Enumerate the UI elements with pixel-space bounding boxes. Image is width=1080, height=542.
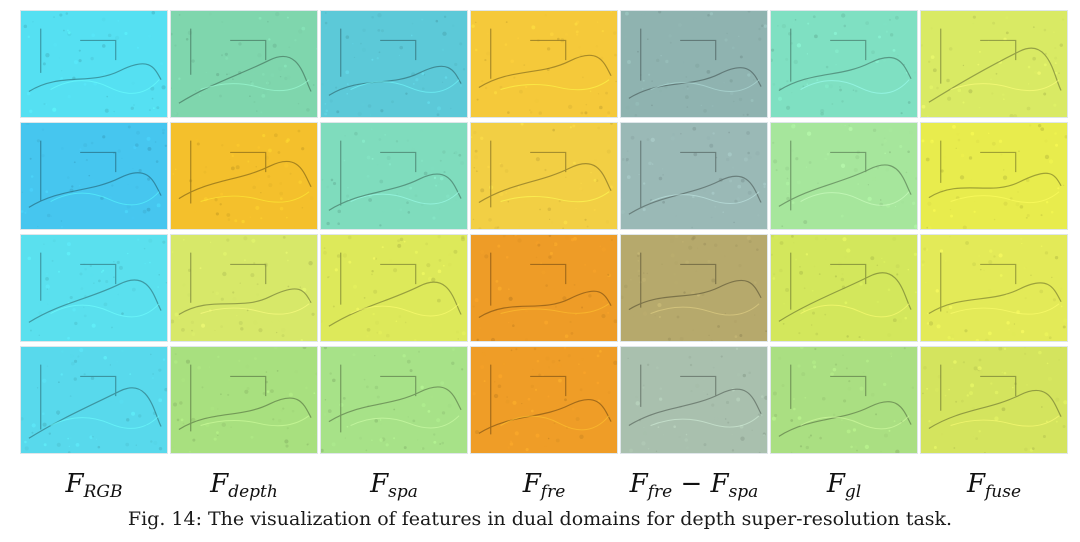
figure-caption: Fig. 14: The visualization of features i…: [127, 508, 953, 530]
feature-map-r1-c5: [620, 10, 768, 118]
column-label-3: Fspa: [370, 469, 418, 502]
feature-map-r1-c1: [20, 10, 168, 118]
feature-map-r3-c2: [170, 234, 318, 342]
feature-map-r1-c4: [470, 10, 618, 118]
feature-map-r2-c4: [470, 122, 618, 230]
feature-map-grid: [20, 10, 1070, 462]
feature-map-r1-c3: [320, 10, 468, 118]
feature-map-r1-c6: [770, 10, 918, 118]
feature-map-r1-c7: [920, 10, 1068, 118]
feature-map-r4-c1: [20, 346, 168, 454]
feature-map-r2-c7: [920, 122, 1068, 230]
feature-map-r4-c6: [770, 346, 918, 454]
feature-map-r4-c4: [470, 346, 618, 454]
feature-map-r1-c2: [170, 10, 318, 118]
column-label-4: Ffre: [522, 469, 566, 502]
column-label-1: FRGB: [65, 469, 123, 502]
feature-map-r3-c4: [470, 234, 618, 342]
feature-map-r4-c7: [920, 346, 1068, 454]
column-label-5: Ffre − Fspa: [629, 469, 759, 502]
feature-map-r2-c2: [170, 122, 318, 230]
feature-map-r3-c1: [20, 234, 168, 342]
feature-map-r2-c5: [620, 122, 768, 230]
feature-map-r2-c3: [320, 122, 468, 230]
column-label-2: Fdepth: [210, 469, 278, 502]
column-label-6: Fgl: [826, 469, 862, 502]
feature-map-r2-c6: [770, 122, 918, 230]
feature-map-r2-c1: [20, 122, 168, 230]
feature-map-r3-c7: [920, 234, 1068, 342]
feature-map-r3-c5: [620, 234, 768, 342]
feature-map-r3-c3: [320, 234, 468, 342]
column-label-7: Ffuse: [966, 469, 1022, 502]
feature-map-r3-c6: [770, 234, 918, 342]
feature-map-r4-c2: [170, 346, 318, 454]
feature-map-r4-c5: [620, 346, 768, 454]
feature-map-r4-c3: [320, 346, 468, 454]
